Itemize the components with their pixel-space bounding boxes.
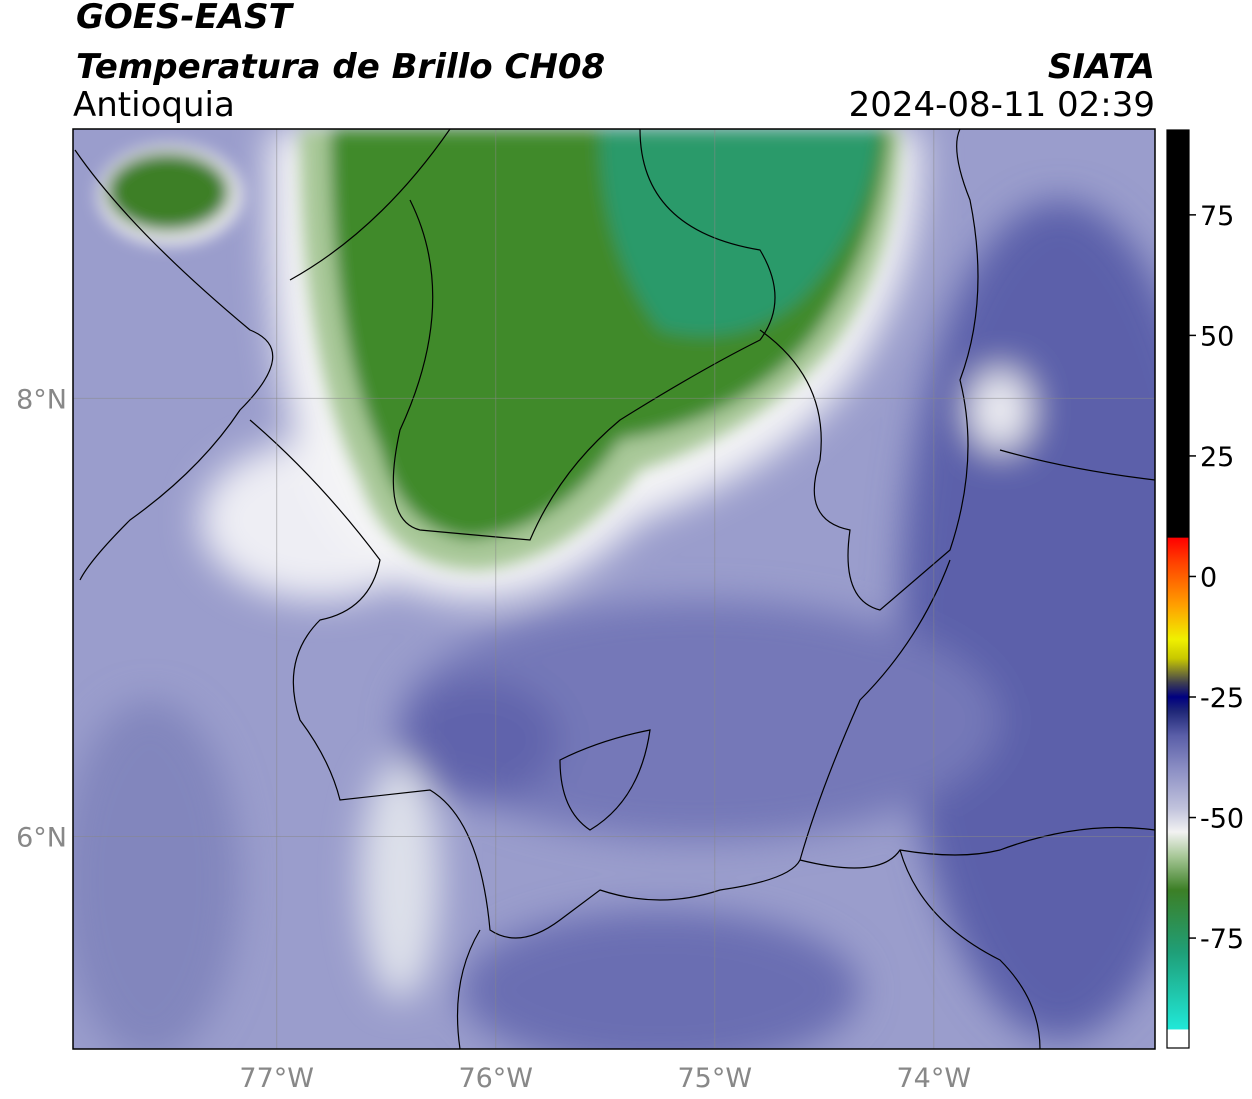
colorbar-tick-label: 75	[1200, 201, 1234, 232]
colorbar-tick-label: -75	[1200, 924, 1244, 955]
lon-tick-label: 77°W	[239, 1063, 314, 1094]
product-title: Temperatura de Brillo CH08	[76, 47, 605, 87]
map-frame	[72, 128, 1156, 1050]
lon-tick-label: 74°W	[897, 1063, 972, 1094]
lat-tick-label: 8°N	[16, 384, 67, 415]
colorbar-tick-label: 25	[1200, 442, 1234, 473]
cold-tops	[98, 129, 900, 570]
region-label: Antioquia	[73, 85, 235, 125]
colorbar-tick-label: 0	[1200, 562, 1217, 593]
lon-tick-label: 76°W	[458, 1063, 533, 1094]
colorbar	[1166, 129, 1190, 1049]
satellite-title: GOES-EAST	[76, 0, 295, 37]
datetime-label: 2024-08-11 02:39	[849, 85, 1155, 125]
colorbar-tick-label: -25	[1200, 683, 1244, 714]
lat-tick-label: 6°N	[16, 823, 67, 854]
lon-tick-label: 75°W	[677, 1063, 752, 1094]
satellite-image	[73, 129, 1155, 1049]
agency-label: SIATA	[1048, 47, 1155, 87]
colorbar-tick-label: 50	[1200, 321, 1234, 352]
boundaries	[74, 129, 1155, 1049]
colorbar-tick-label: -50	[1200, 804, 1244, 835]
graticule: 77°W 76°W 75°W 74°W 8°N 6°N	[16, 129, 1155, 1094]
